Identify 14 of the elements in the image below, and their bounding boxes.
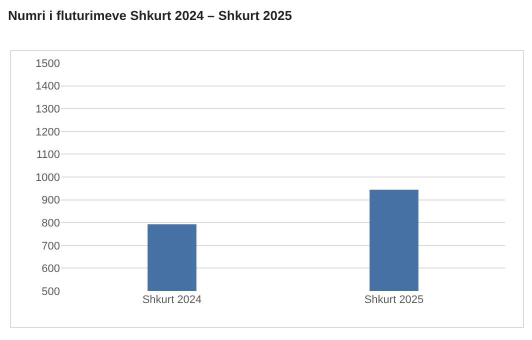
y-tick-label: 1100 xyxy=(36,149,60,162)
y-tick-label: 900 xyxy=(42,194,60,207)
y-tick-label: 500 xyxy=(42,286,60,298)
y-tick-label: 1400 xyxy=(36,80,60,93)
x-tick-label: Shkurt 2024 xyxy=(142,294,202,306)
x-tick-label: Shkurt 2025 xyxy=(364,294,424,306)
chart-title: Numri i fluturimeve Shkurt 2024 – Shkurt 2025 xyxy=(8,8,292,23)
y-tick-label: 1200 xyxy=(36,126,60,138)
y-tick-label: 1000 xyxy=(36,172,60,184)
y-tick-label: 600 xyxy=(42,263,60,276)
y-tick-label: 700 xyxy=(42,240,60,252)
y-tick-label: 1300 xyxy=(36,103,60,116)
y-tick-label: 800 xyxy=(42,217,60,230)
y-tick-label: 1500 xyxy=(36,58,60,70)
